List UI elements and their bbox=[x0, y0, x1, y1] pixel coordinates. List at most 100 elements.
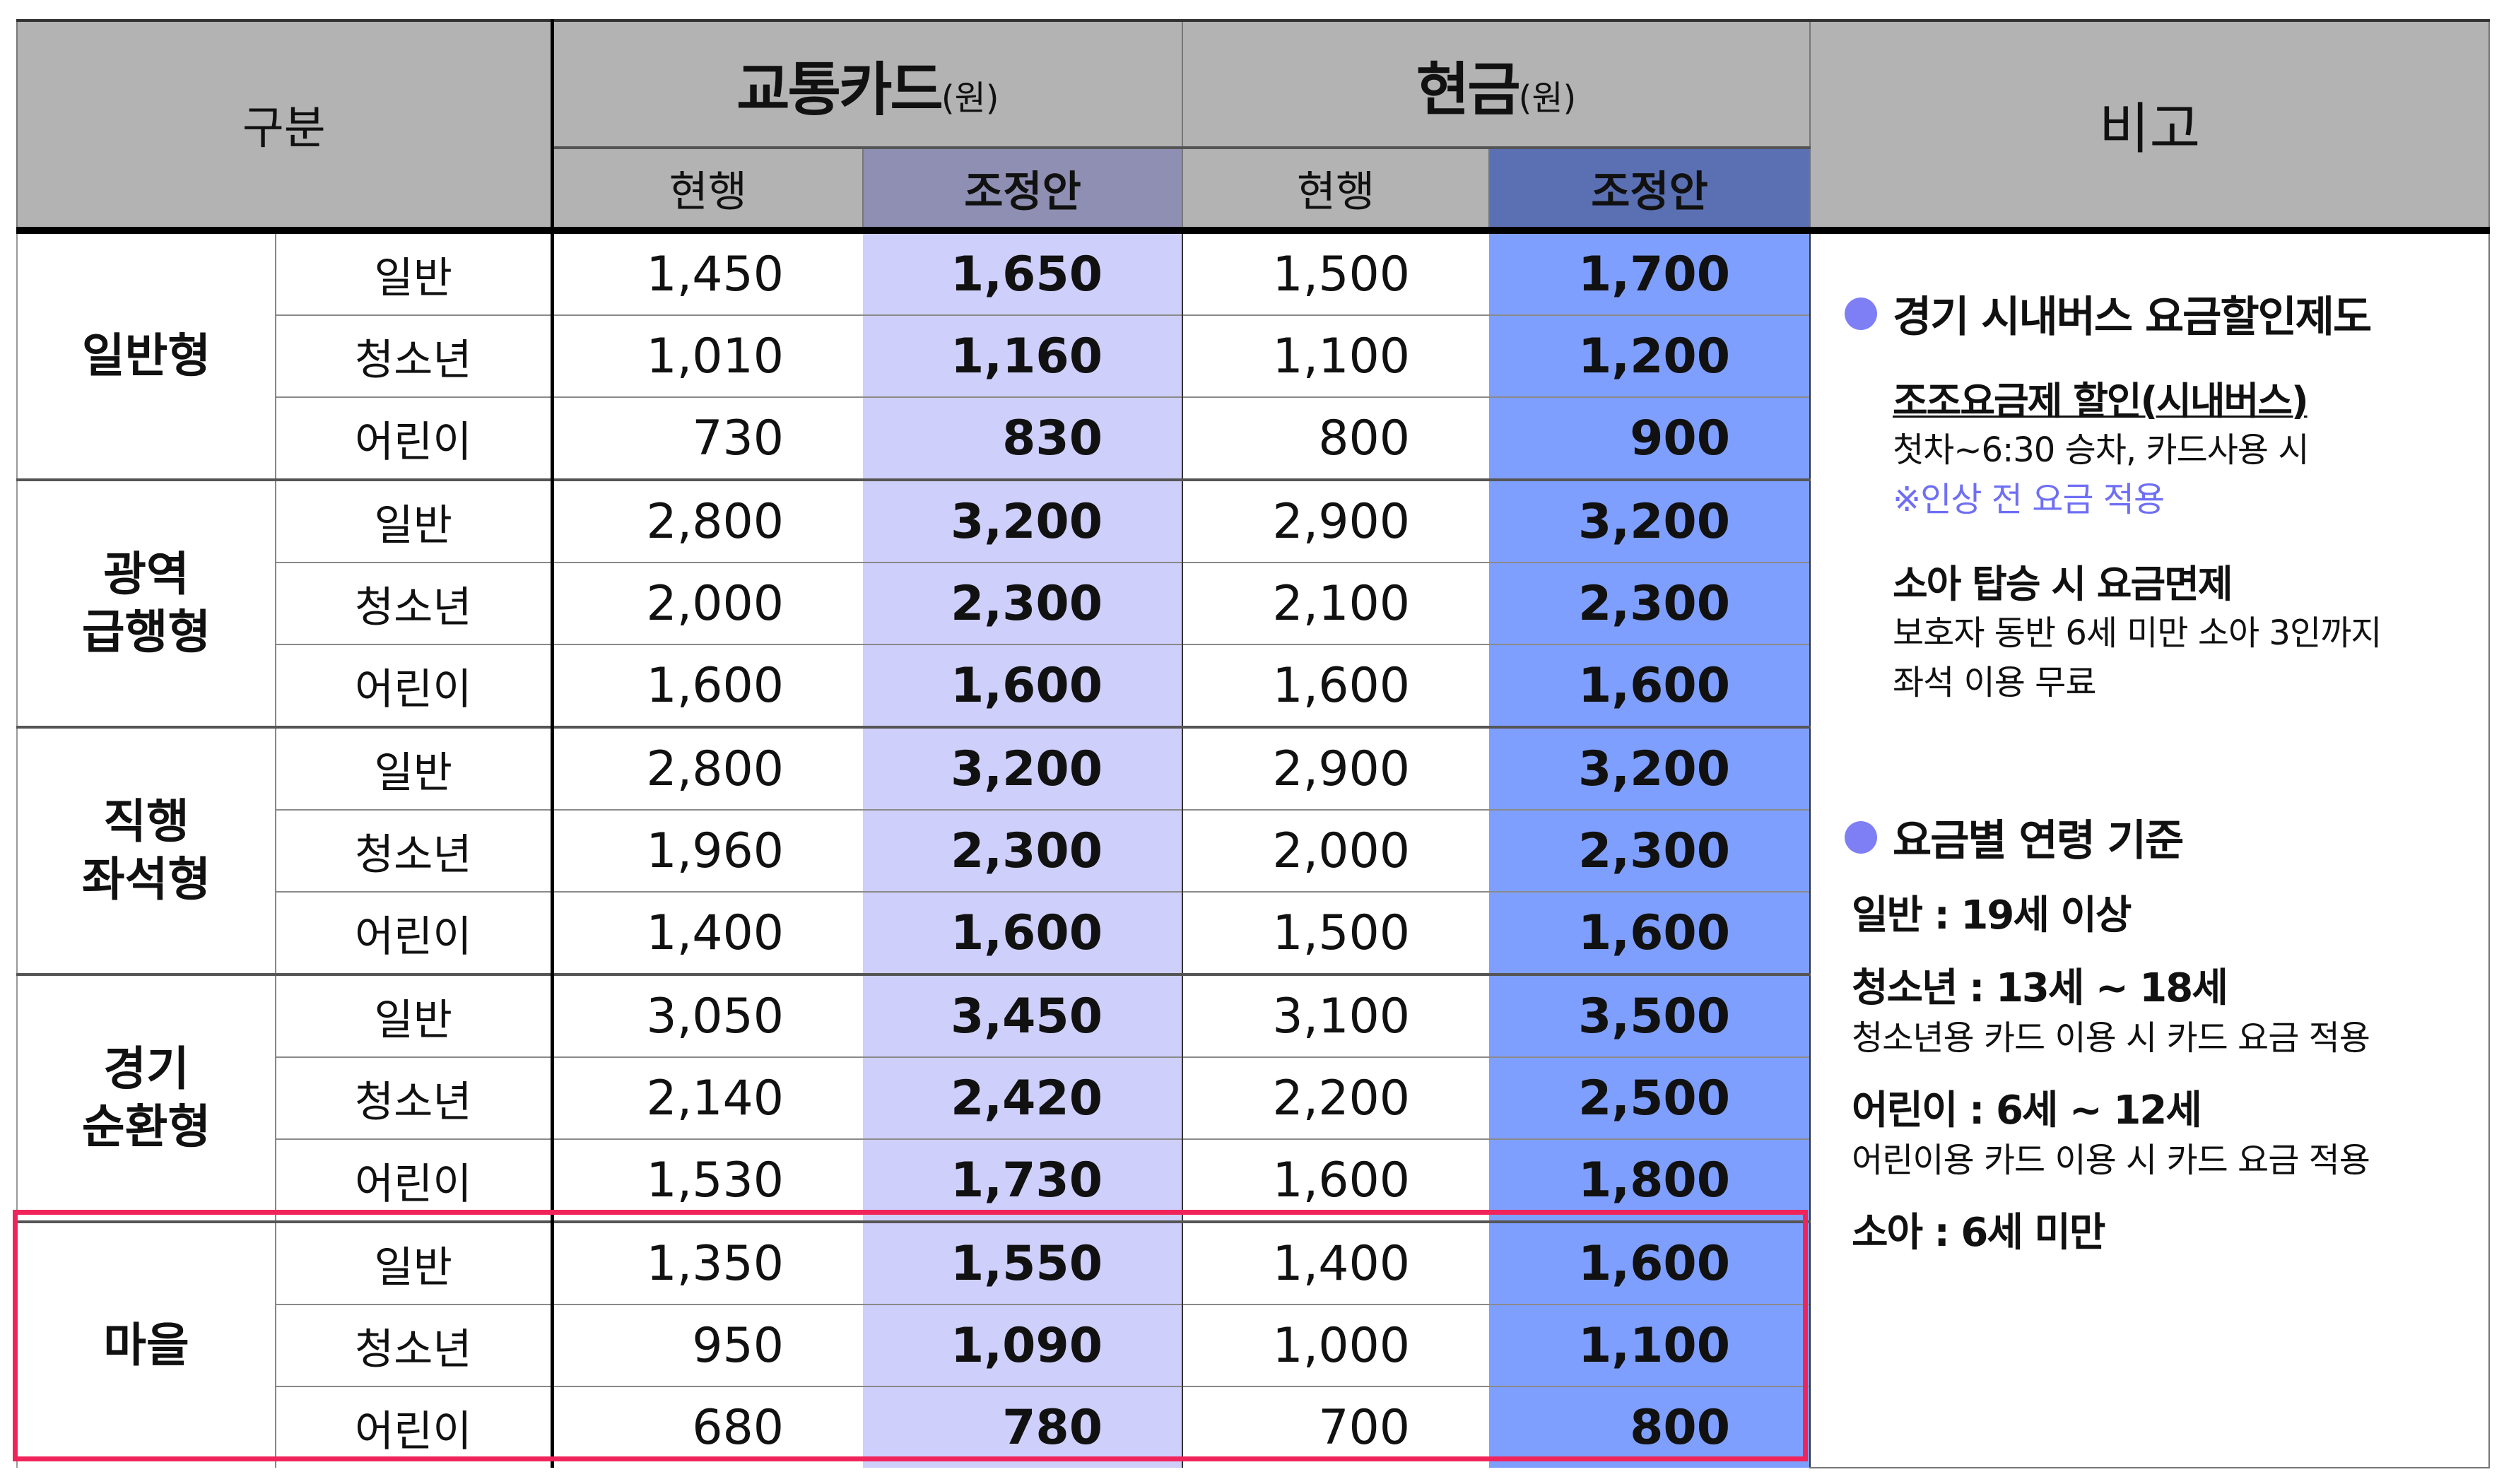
header-category: 구분 bbox=[16, 19, 553, 234]
card-proposed-fare: 780 bbox=[863, 1386, 1183, 1468]
cash-current-fare: 1,100 bbox=[1182, 314, 1490, 397]
cash-current-fare: 800 bbox=[1182, 396, 1490, 480]
age-group-label: 어린이 bbox=[274, 396, 553, 480]
cash-proposed-fare: 2,300 bbox=[1489, 562, 1811, 644]
cash-proposed-fare: 800 bbox=[1489, 1386, 1811, 1468]
age-group-label: 어린이 bbox=[274, 1138, 553, 1222]
card-proposed-fare: 1,600 bbox=[863, 891, 1183, 974]
age-group-label: 일반 bbox=[274, 973, 553, 1057]
table-row: 어린이 730 830 800 900 bbox=[17, 396, 2489, 480]
card-proposed-fare: 1,730 bbox=[863, 1138, 1183, 1222]
bus-type-label: 광역 급행형 bbox=[16, 478, 276, 727]
cash-proposed-fare: 2,500 bbox=[1489, 1056, 1811, 1139]
table-row: 마을 일반 1,350 1,550 1,400 1,600 bbox=[16, 1220, 2489, 1468]
bullet-icon bbox=[1845, 820, 1877, 854]
cash-proposed-fare: 1,600 bbox=[1489, 644, 1811, 727]
cash-current-fare: 1,500 bbox=[1182, 891, 1490, 974]
table-row: 청소년 2,140 2,420 2,200 2,500 bbox=[17, 1056, 2489, 1139]
cash-current-fare: 1,400 bbox=[1182, 1220, 1490, 1305]
cash-proposed-fare: 1,200 bbox=[1489, 314, 1811, 397]
header-note: 비고 bbox=[1809, 19, 2491, 234]
bus-type-label: 직행 좌석형 bbox=[16, 726, 276, 974]
age-title-text: 요금별 연령 기준 bbox=[1893, 816, 2184, 866]
header-card: 교통카드(원) bbox=[550, 19, 1183, 148]
card-proposed-fare: 1,160 bbox=[863, 314, 1183, 397]
card-proposed-fare: 2,420 bbox=[863, 1056, 1183, 1139]
cash-current-fare: 3,100 bbox=[1182, 973, 1490, 1057]
cash-current-fare: 2,000 bbox=[1182, 809, 1490, 892]
card-current-fare: 950 bbox=[550, 1304, 864, 1386]
table-row: 광역 급행형 일반 2,800 3,200 2,900 3,200 bbox=[16, 478, 2489, 727]
notes-panel: 경기 시내버스 요금할인제도 조조요금제 할인(시내버스) 첫차~6:30 승차… bbox=[1845, 283, 2481, 1258]
infant-text-2: 좌석 이용 무료 bbox=[1893, 663, 2096, 702]
table-row: 어린이 1,530 1,730 1,600 1,800 bbox=[17, 1138, 2489, 1222]
age-criterion-title: 소아 : 6세 미만 bbox=[1852, 1210, 2105, 1256]
cash-proposed-fare: 3,200 bbox=[1489, 478, 1811, 563]
header-cash-label: 현금 bbox=[1416, 56, 1521, 124]
age-criterion-text: 청소년용 카드 이용 시 카드 요금 적용 bbox=[1852, 1018, 2370, 1058]
early-text: 첫차~6:30 승차, 카드사용 시 bbox=[1893, 430, 2309, 470]
discount-title-text: 경기 시내버스 요금할인제도 bbox=[1893, 293, 2372, 342]
age-group-label: 청소년 bbox=[274, 1304, 553, 1386]
table-row: 청소년 1,960 2,300 2,000 2,300 bbox=[17, 809, 2489, 892]
age-group-label: 어린이 bbox=[274, 1386, 553, 1468]
header-cash-current: 현행 bbox=[1182, 146, 1490, 234]
early-note: ※인상 전 요금 적용 bbox=[1893, 480, 2165, 519]
card-proposed-fare: 2,300 bbox=[863, 809, 1183, 892]
early-title: 조조요금제 할인(시내버스) bbox=[1893, 379, 2309, 423]
card-proposed-fare: 2,300 bbox=[863, 562, 1183, 644]
infant-text-1: 보호자 동반 6세 미만 소아 3인까지 bbox=[1893, 613, 2382, 653]
card-proposed-fare: 1,090 bbox=[863, 1304, 1183, 1386]
age-criterion-text: 어린이용 카드 이용 시 카드 요금 적용 bbox=[1852, 1141, 2370, 1180]
table-row: 청소년 1,010 1,160 1,100 1,200 bbox=[17, 314, 2489, 397]
header-card-label: 교통카드 bbox=[736, 56, 944, 124]
cash-proposed-fare: 1,800 bbox=[1489, 1138, 1811, 1222]
cash-current-fare: 1,600 bbox=[1182, 1138, 1490, 1222]
age-criterion-title: 일반 : 19세 이상 bbox=[1852, 893, 2132, 938]
cash-current-fare: 2,100 bbox=[1182, 562, 1490, 644]
table-row: 경기 순환형 일반 3,050 3,450 3,100 3,500 bbox=[16, 973, 2489, 1222]
age-criterion-title: 어린이 : 6세 ~ 12세 bbox=[1852, 1088, 2202, 1133]
card-proposed-fare: 3,450 bbox=[863, 973, 1183, 1057]
bullet-icon bbox=[1845, 297, 1877, 330]
age-criterion-title: 청소년 : 13세 ~ 18세 bbox=[1852, 965, 2228, 1011]
card-current-fare: 3,050 bbox=[550, 973, 864, 1057]
card-current-fare: 1,960 bbox=[550, 809, 864, 892]
cash-proposed-fare: 1,600 bbox=[1489, 891, 1811, 974]
header-card-proposed: 조정안 bbox=[862, 146, 1183, 234]
card-current-fare: 680 bbox=[550, 1386, 864, 1468]
card-current-fare: 730 bbox=[550, 396, 864, 480]
card-current-fare: 1,450 bbox=[550, 229, 864, 315]
age-group-label: 청소년 bbox=[274, 314, 553, 397]
infant-title: 소아 탑승 시 요금면제 bbox=[1893, 562, 2233, 606]
card-current-fare: 2,800 bbox=[550, 478, 864, 563]
cash-proposed-fare: 1,600 bbox=[1489, 1220, 1811, 1305]
bus-type-label: 마을 bbox=[16, 1220, 276, 1468]
bus-type-label: 경기 순환형 bbox=[16, 973, 276, 1222]
card-current-fare: 2,000 bbox=[550, 562, 864, 644]
card-current-fare: 1,400 bbox=[550, 891, 864, 974]
cash-current-fare: 2,200 bbox=[1182, 1056, 1490, 1139]
cash-current-fare: 2,900 bbox=[1182, 478, 1490, 563]
card-proposed-fare: 1,600 bbox=[863, 644, 1183, 727]
header-card-current: 현행 bbox=[550, 146, 864, 234]
card-current-fare: 1,350 bbox=[550, 1220, 864, 1305]
card-current-fare: 1,010 bbox=[550, 314, 864, 397]
fare-table: 구분 교통카드(원) 현금(원) 비고 현행 조정안 현행 조정안 일반형 일반 1… bbox=[16, 19, 2491, 1468]
table-row: 직행 좌석형 일반 2,800 3,200 2,900 3,200 bbox=[16, 726, 2489, 974]
age-group-label: 일반 bbox=[274, 1220, 553, 1305]
card-proposed-fare: 1,550 bbox=[863, 1220, 1183, 1305]
cash-current-fare: 1,000 bbox=[1182, 1304, 1490, 1386]
age-group-label: 어린이 bbox=[274, 891, 553, 974]
cash-current-fare: 2,900 bbox=[1182, 726, 1490, 810]
header-cash-unit: (원) bbox=[1518, 78, 1577, 118]
note-cell bbox=[1809, 229, 2491, 1468]
discount-section-title: 경기 시내버스 요금할인제도 bbox=[1845, 283, 2481, 344]
card-current-fare: 2,140 bbox=[550, 1056, 864, 1139]
table-row: 어린이 680 780 700 800 bbox=[17, 1386, 2489, 1468]
cash-current-fare: 1,500 bbox=[1182, 229, 1490, 315]
age-group-label: 청소년 bbox=[274, 1056, 553, 1139]
card-proposed-fare: 3,200 bbox=[863, 478, 1183, 563]
header-cash: 현금(원) bbox=[1182, 19, 1811, 148]
